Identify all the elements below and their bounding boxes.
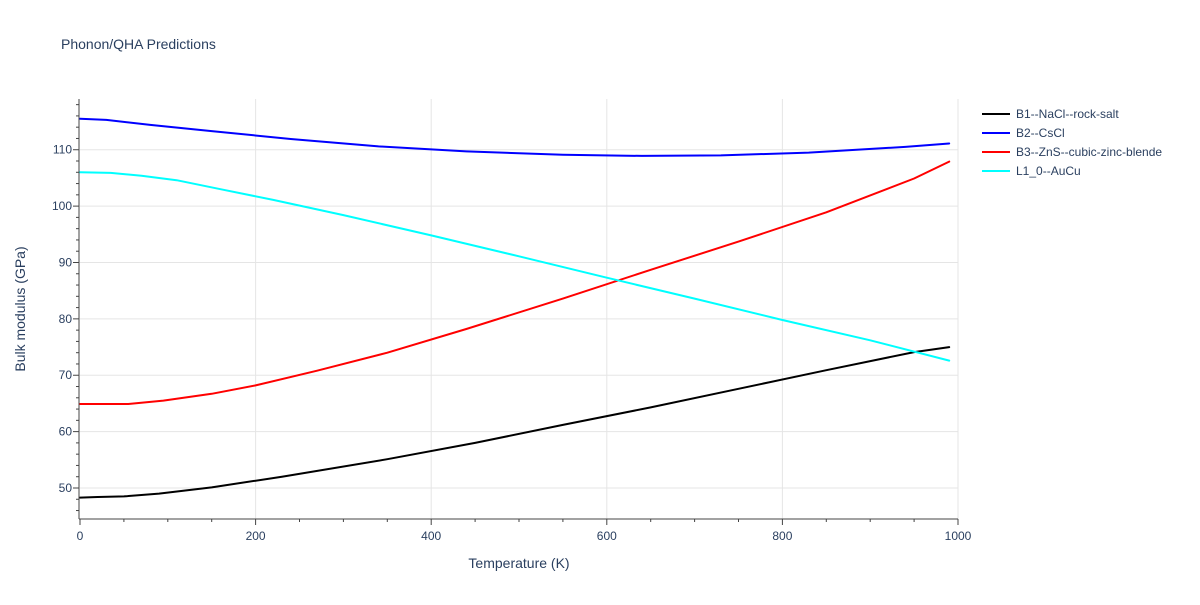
legend-label: B1--NaCl--rock-salt (1016, 107, 1119, 121)
y-tick-label: 110 (53, 143, 72, 157)
legend-item[interactable]: B1--NaCl--rock-salt (982, 107, 1119, 121)
x-tick-label: 800 (772, 529, 792, 543)
y-tick-label: 50 (59, 481, 73, 495)
series-lines (79, 117, 951, 499)
x-tick-label: 200 (246, 529, 266, 543)
x-axis-title: Temperature (K) (468, 555, 569, 571)
series-line-3 (79, 160, 951, 405)
x-tick-label: 0 (77, 529, 84, 543)
y-axis-title: Bulk modulus (GPa) (12, 246, 28, 371)
y-tick-label: 60 (59, 425, 73, 439)
series-line-2 (79, 117, 951, 157)
x-tick-label: 600 (597, 529, 617, 543)
legend-item[interactable]: B3--ZnS--cubic-zinc-blende (982, 145, 1162, 159)
legend-item[interactable]: L1_0--AuCu (982, 164, 1081, 178)
x-tick-label: 1000 (945, 529, 972, 543)
legend-label: B3--ZnS--cubic-zinc-blende (1016, 145, 1162, 159)
series-line-1 (79, 346, 951, 499)
y-tick-label: 80 (59, 312, 73, 326)
chart-title: Phonon/QHA Predictions (61, 36, 216, 52)
y-tick-label: 70 (59, 368, 73, 382)
legend-label: L1_0--AuCu (1016, 164, 1081, 178)
grid-lines (80, 99, 959, 519)
axes: 0 200 400 600 800 1000 50 60 70 80 90 100 110 (52, 99, 972, 543)
legend-item[interactable]: B2--CsCl (982, 126, 1065, 140)
y-tick-label: 100 (52, 199, 72, 213)
y-tick-label: 90 (59, 255, 73, 269)
series-line-4 (79, 171, 951, 362)
legend-label: B2--CsCl (1016, 126, 1065, 140)
legend[interactable]: B1--NaCl--rock-salt B2--CsCl B3--ZnS--cubi… (982, 107, 1162, 178)
x-tick-label: 400 (421, 529, 441, 543)
